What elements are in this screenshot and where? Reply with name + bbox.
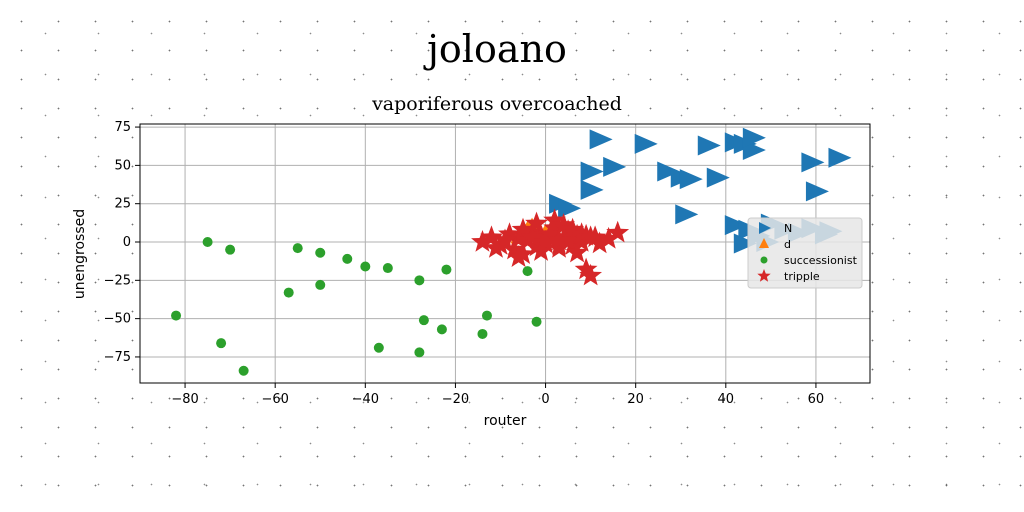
data-point	[565, 240, 589, 263]
data-point	[534, 230, 557, 252]
legend-label: tripple	[784, 270, 820, 283]
data-point	[801, 152, 825, 173]
x-tick-label: −60	[261, 392, 288, 407]
data-point	[570, 222, 593, 245]
data-point	[418, 315, 429, 326]
plot-frame	[139, 123, 871, 384]
data-point	[511, 217, 535, 240]
data-point	[597, 226, 621, 249]
data-point	[202, 237, 213, 248]
data-point	[315, 279, 326, 290]
data-point	[543, 216, 566, 238]
data-point	[493, 228, 517, 251]
legend-label: successionist	[784, 254, 858, 267]
x-tick-label: 60	[808, 392, 825, 407]
data-point	[580, 179, 604, 200]
data-point	[238, 365, 249, 376]
data-point	[342, 253, 353, 264]
data-point	[471, 230, 494, 252]
data-point	[538, 222, 562, 245]
data-point	[477, 328, 488, 339]
data-point	[360, 261, 371, 272]
data-point	[589, 129, 613, 150]
legend-marker	[759, 238, 769, 248]
x-tick-label: 20	[627, 392, 644, 407]
y-tick-label: 25	[114, 197, 131, 212]
x-tick-label: −40	[352, 392, 379, 407]
x-tick-label: 0	[541, 392, 549, 407]
data-point	[552, 213, 575, 235]
data-point	[828, 147, 852, 168]
data-point	[574, 257, 598, 280]
data-point	[414, 347, 425, 358]
data-point	[558, 198, 582, 219]
data-point	[315, 247, 326, 258]
data-point	[706, 167, 730, 188]
data-point	[373, 342, 384, 353]
data-point	[561, 217, 584, 240]
data-point	[733, 233, 757, 254]
data-point	[531, 316, 542, 327]
data-point	[520, 225, 544, 248]
data-point	[480, 225, 503, 248]
x-tick-label: −20	[442, 392, 469, 407]
data-point	[603, 156, 627, 177]
data-point	[634, 133, 658, 154]
y-tick-label: 0	[123, 235, 131, 250]
y-tick-label: −25	[104, 273, 131, 288]
data-point	[588, 231, 611, 254]
data-point	[556, 228, 580, 251]
data-point	[679, 169, 703, 190]
data-point	[414, 275, 425, 286]
legend-marker	[760, 256, 768, 264]
data-point	[225, 244, 236, 255]
data-point	[697, 135, 721, 156]
data-point	[606, 220, 630, 243]
y-tick-label: −50	[104, 312, 131, 327]
data-point	[529, 239, 553, 261]
data-point	[216, 338, 227, 349]
data-point	[292, 243, 303, 254]
data-point	[502, 237, 526, 260]
data-point	[805, 181, 829, 202]
legend-label: d	[784, 238, 791, 251]
data-point	[481, 310, 492, 321]
y-axis-label: unengrossed	[72, 209, 88, 299]
legend-marker	[759, 222, 771, 234]
data-point	[436, 324, 447, 335]
y-tick-label: −75	[104, 350, 131, 365]
data-point	[511, 242, 535, 264]
data-point	[171, 310, 182, 321]
x-tick-label: −80	[171, 392, 198, 407]
data-point	[525, 211, 548, 234]
data-point	[579, 263, 602, 286]
data-point	[547, 228, 571, 251]
data-point	[382, 263, 393, 274]
data-point	[484, 236, 508, 258]
y-tick-label: 50	[114, 158, 131, 173]
data-point	[283, 287, 294, 298]
plot-area: −80 −60 −40 −20 0 20 40 60 −75 −50 −25 0 25 50 75 Nd suc…	[104, 120, 871, 407]
chart-subtitle: vaporiferous overcoached	[371, 93, 622, 115]
data-point	[441, 264, 452, 275]
data-point	[507, 245, 530, 267]
data-point	[579, 225, 602, 248]
data-point	[675, 204, 699, 225]
data-point	[724, 215, 748, 236]
data-point	[742, 127, 766, 148]
data-point	[525, 234, 548, 257]
legend-marker	[757, 269, 771, 282]
chart-title: joloano	[423, 27, 567, 71]
y-tick-label: 75	[114, 120, 131, 135]
data-point	[580, 161, 604, 182]
x-tick-label: 40	[718, 392, 735, 407]
legend-box	[747, 217, 863, 289]
x-axis-label: router	[484, 413, 527, 429]
data-point	[498, 222, 521, 245]
data-point	[522, 266, 533, 277]
data-point	[657, 161, 681, 182]
data-point	[543, 208, 566, 231]
legend-label: N	[784, 222, 792, 235]
